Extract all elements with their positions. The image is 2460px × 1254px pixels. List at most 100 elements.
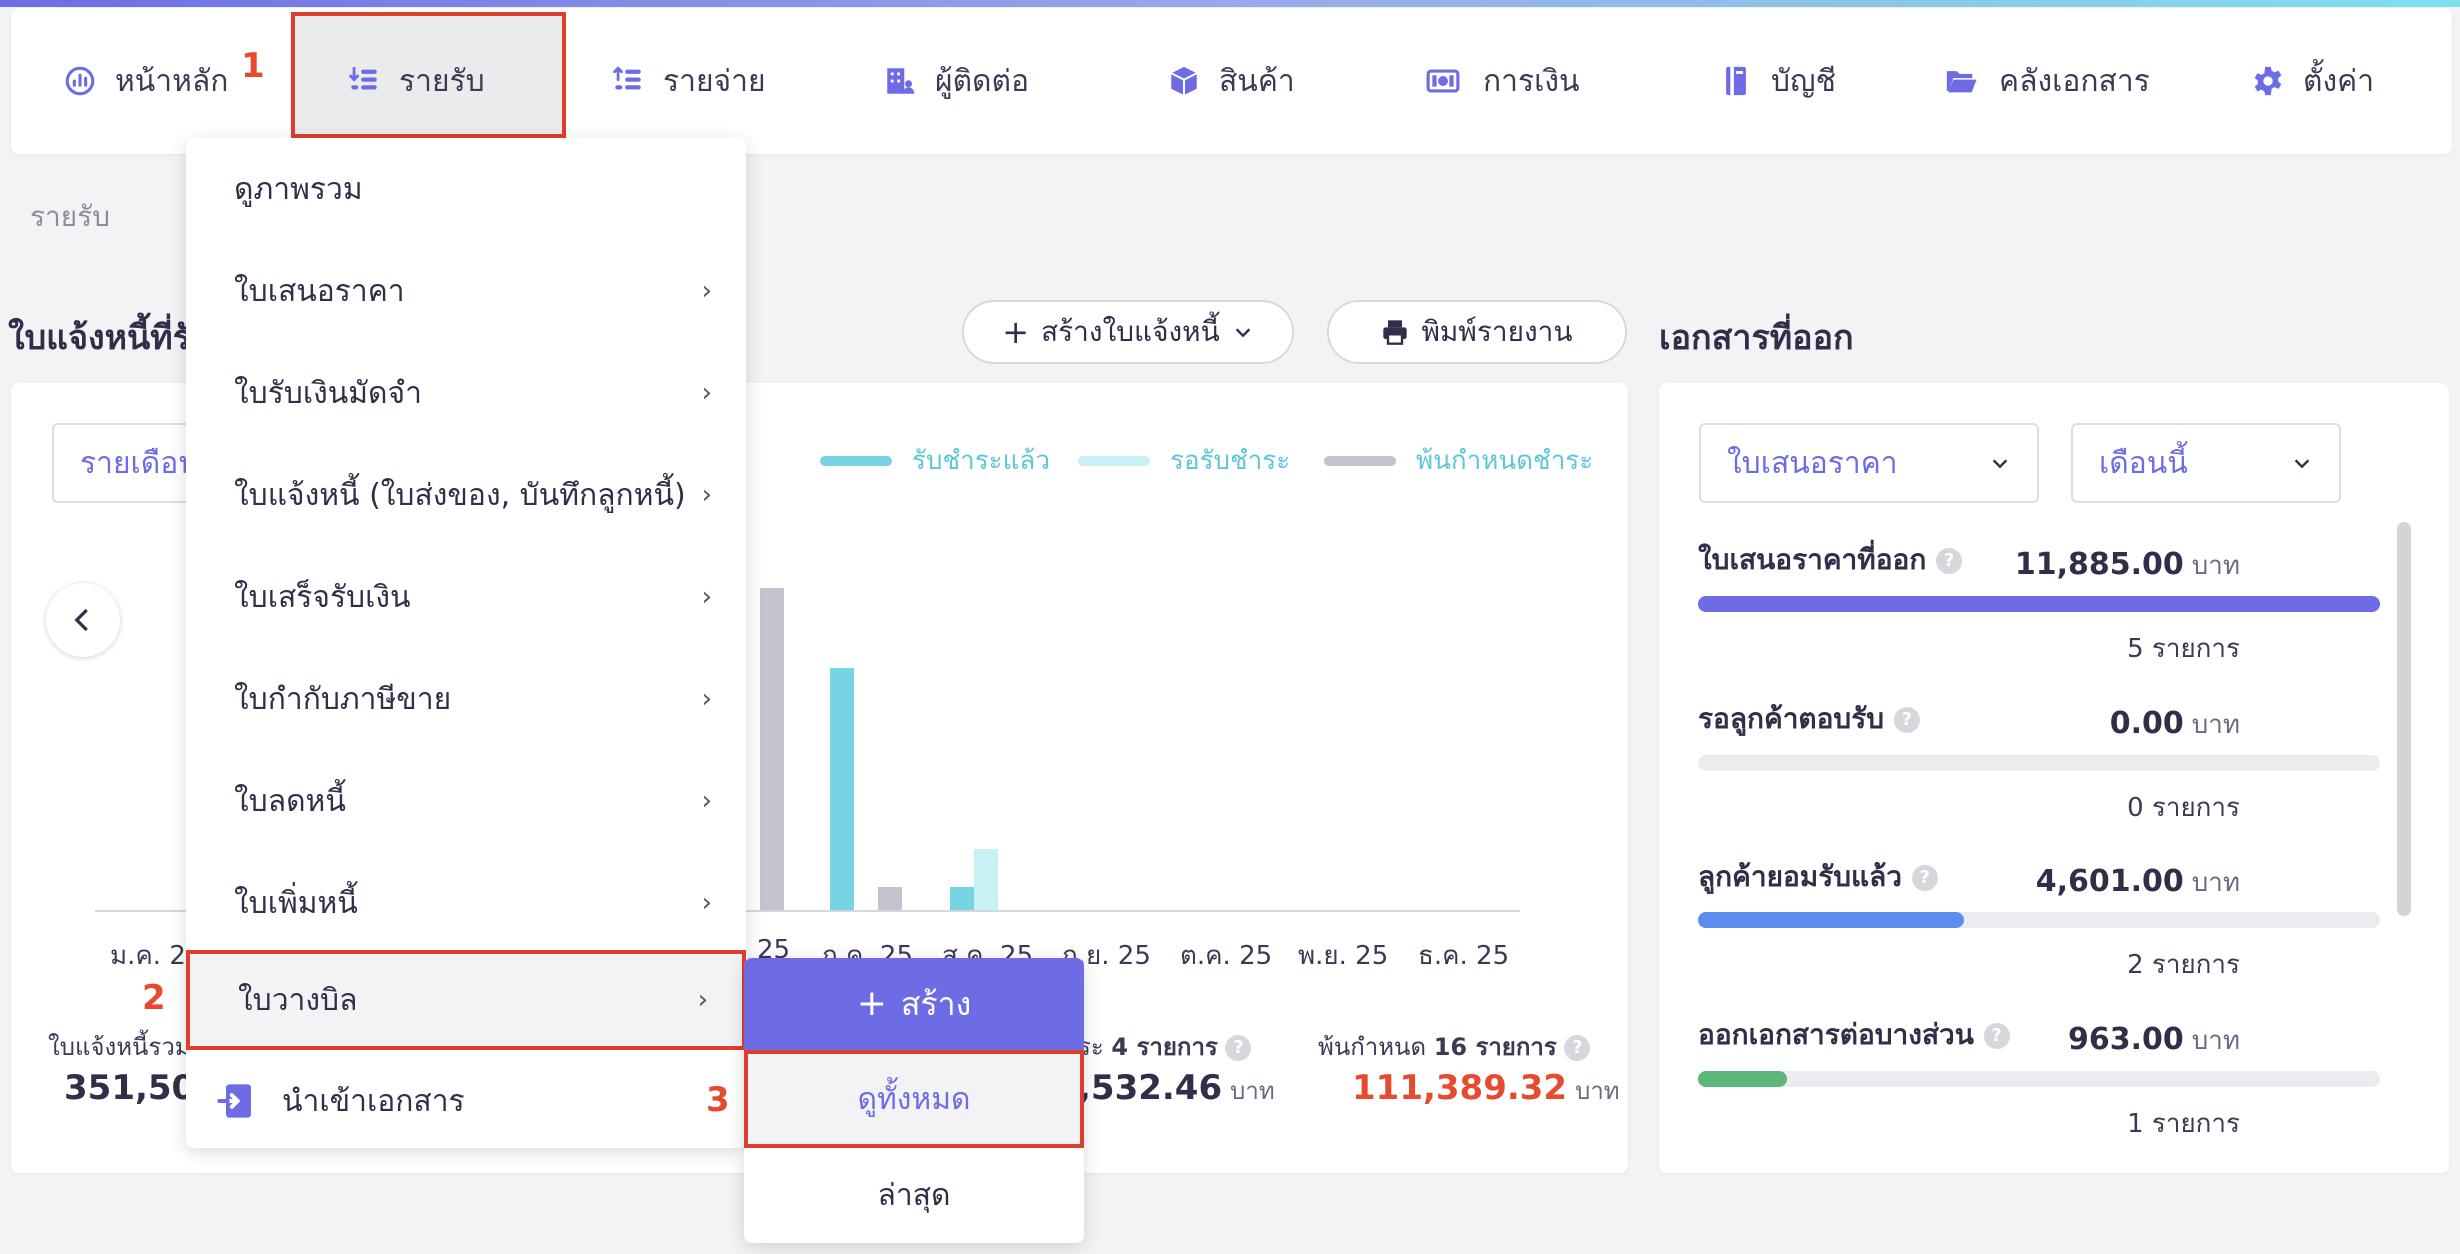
summary-total-label: ใบแจ้งหนี้รวม: [48, 1033, 191, 1061]
print-report-button[interactable]: พิมพ์รายงาน: [1327, 300, 1627, 364]
create-invoice-button[interactable]: + สร้างใบแจ้งหนี้: [962, 300, 1294, 364]
stat-title-text: ลูกค้ายอมรับแล้ว: [1698, 860, 1902, 893]
step-badge-2: 2: [142, 978, 166, 1018]
menu-item-label: ใบรับเงินมัดจำ: [234, 375, 422, 411]
stat-progress-fill: [1698, 1071, 1787, 1087]
help-icon[interactable]: ?: [1564, 1035, 1591, 1061]
invoice-panel-title: ใบแจ้งหนี้ที่รั: [8, 318, 191, 358]
stat-value: 11,885.00 บาท: [2015, 545, 2240, 586]
chevron-right-icon: ›: [701, 582, 712, 612]
billing-note-submenu: + สร้าง ดูทั้งหมด ล่าสุด: [744, 958, 1084, 1243]
nav-documents-label: คลังเอกสาร: [1999, 63, 2150, 99]
help-icon[interactable]: ?: [1911, 865, 1938, 891]
stat-unit: บาท: [2191, 1026, 2240, 1056]
chart-bar: [830, 668, 854, 910]
chevron-down-icon: [1235, 328, 1251, 338]
nav-home[interactable]: หน้าหลัก: [63, 8, 228, 154]
nav-accounting[interactable]: บัญชี: [1719, 8, 1836, 154]
chart-bar: [974, 849, 998, 910]
legend-pending: รอรับชำระ: [1078, 440, 1290, 481]
menu-item-debit-note[interactable]: ใบเพิ่มหนี้ ›: [186, 852, 746, 954]
chevron-right-icon: ›: [701, 276, 712, 306]
nav-expense-label: รายจ่าย: [663, 63, 766, 99]
chart-bar: [950, 887, 974, 910]
scrollbar[interactable]: [2397, 522, 2411, 916]
create-invoice-label: สร้างใบแจ้งหนี้: [1041, 315, 1220, 348]
menu-item-overview[interactable]: ดูภาพรวม: [186, 138, 746, 240]
top-gradient-bar: [0, 0, 2460, 7]
nav-expense[interactable]: รายจ่าย: [611, 8, 766, 154]
legend-pending-label: รอรับชำระ: [1170, 446, 1291, 476]
summary-overdue-count: 16 รายการ: [1433, 1033, 1557, 1061]
coins-up-icon: [613, 66, 641, 90]
menu-item-label: ดูภาพรวม: [234, 171, 363, 207]
stat-count: 1 รายการ: [2127, 1109, 2240, 1139]
stat-value: 963.00 บาท: [2068, 1020, 2240, 1061]
help-icon[interactable]: ?: [1983, 1023, 2010, 1049]
chart-baseline: [95, 910, 1520, 912]
nav-finance[interactable]: การเงิน: [1421, 8, 1580, 154]
month-label: พ.ย. 25: [1298, 941, 1389, 971]
chevron-right-icon: ›: [701, 378, 712, 408]
gear-icon: [2254, 66, 2282, 96]
menu-item-import[interactable]: นำเข้าเอกสาร: [186, 1050, 746, 1152]
help-icon[interactable]: ?: [1225, 1035, 1252, 1061]
stat-amount: 4,601.00: [2035, 864, 2184, 899]
step-badge-1: 1: [241, 46, 265, 86]
chevron-down-icon: [2294, 459, 2310, 469]
legend-overdue-swatch: [1324, 455, 1396, 466]
menu-item-billing-note[interactable]: ใบวางบิล ›: [186, 950, 746, 1050]
nav-accounting-label: บัญชี: [1771, 63, 1836, 99]
nav-income[interactable]: รายรับ: [347, 8, 485, 154]
doc-period-select[interactable]: เดือนนี้: [2071, 423, 2341, 503]
building-user-icon: [887, 68, 915, 94]
nav-documents[interactable]: คลังเอกสาร: [1941, 8, 2150, 154]
step-badge-3: 3: [706, 1080, 730, 1120]
menu-item-label: ใบเพิ่มหนี้: [234, 885, 358, 921]
stat-unit: บาท: [2191, 551, 2240, 581]
help-icon[interactable]: ?: [1893, 707, 1920, 733]
stat-title: รอลูกค้าตอบรับ ?: [1698, 697, 1920, 741]
nav-income-label: รายรับ: [399, 63, 485, 99]
chart-bar: [760, 588, 784, 910]
menu-item-label: ใบเสร็จรับเงิน: [234, 579, 411, 615]
view-all-billing-notes[interactable]: ดูทั้งหมด: [744, 1050, 1084, 1148]
latest-billing-notes[interactable]: ล่าสุด: [744, 1148, 1084, 1243]
menu-item-label: นำเข้าเอกสาร: [282, 1083, 465, 1119]
legend-paid: รับชำระแล้ว: [820, 440, 1050, 481]
stat-title: ลูกค้ายอมรับแล้ว ?: [1698, 855, 1938, 899]
nav-contacts-label: ผู้ติดต่อ: [935, 63, 1030, 99]
period-select-value: รายเดือน: [80, 445, 199, 481]
summary-pending-label: ระ 4 รายการ ?: [1078, 1027, 1252, 1066]
doc-type-select[interactable]: ใบเสนอราคา: [1699, 423, 2039, 503]
nav-settings[interactable]: ตั้งค่า: [2251, 8, 2374, 154]
menu-item-tax-invoice[interactable]: ใบกำกับภาษีขาย ›: [186, 648, 746, 750]
legend-paid-label: รับชำระแล้ว: [912, 446, 1050, 476]
menu-item-label: ใบแจ้งหนี้ (ใบส่งของ, บันทึกลูกหนี้): [234, 477, 686, 513]
chart-prev-button[interactable]: [46, 583, 120, 657]
currency-label: บาท: [1575, 1077, 1620, 1105]
chevron-right-icon: ›: [701, 786, 712, 816]
box-icon: [1170, 66, 1198, 96]
print-report-label: พิมพ์รายงาน: [1421, 315, 1573, 348]
menu-item-credit-note[interactable]: ใบลดหนี้ ›: [186, 750, 746, 852]
menu-item-receipt[interactable]: ใบเสร็จรับเงิน ›: [186, 546, 746, 648]
stat-title-text: รอลูกค้าตอบรับ: [1698, 702, 1885, 735]
money-bill-icon: [1426, 69, 1460, 93]
stat-count: 5 รายการ: [2127, 634, 2240, 664]
stat-progress-track: [1698, 755, 2380, 771]
menu-item-quotation[interactable]: ใบเสนอราคา ›: [186, 240, 746, 342]
nav-contacts[interactable]: ผู้ติดต่อ: [883, 8, 1029, 154]
chevron-left-icon: [74, 608, 88, 632]
menu-item-invoice[interactable]: ใบแจ้งหนี้ (ใบส่งของ, บันทึกลูกหนี้) ›: [186, 444, 746, 546]
stat-title-text: ใบเสนอราคาที่ออก: [1698, 543, 1927, 576]
stat-amount: 963.00: [2067, 1022, 2184, 1057]
menu-item-deposit-receipt[interactable]: ใบรับเงินมัดจำ ›: [186, 342, 746, 444]
plus-icon: +: [1002, 313, 1030, 351]
create-billing-note-button[interactable]: + สร้าง: [744, 958, 1084, 1050]
stat-value: 0.00 บาท: [2110, 704, 2240, 745]
nav-products[interactable]: สินค้า: [1167, 8, 1295, 154]
legend-overdue: พ้นกำหนดชำระ: [1324, 440, 1593, 481]
menu-item-label: ใบวางบิล: [238, 982, 358, 1018]
help-icon[interactable]: ?: [1936, 548, 1963, 574]
